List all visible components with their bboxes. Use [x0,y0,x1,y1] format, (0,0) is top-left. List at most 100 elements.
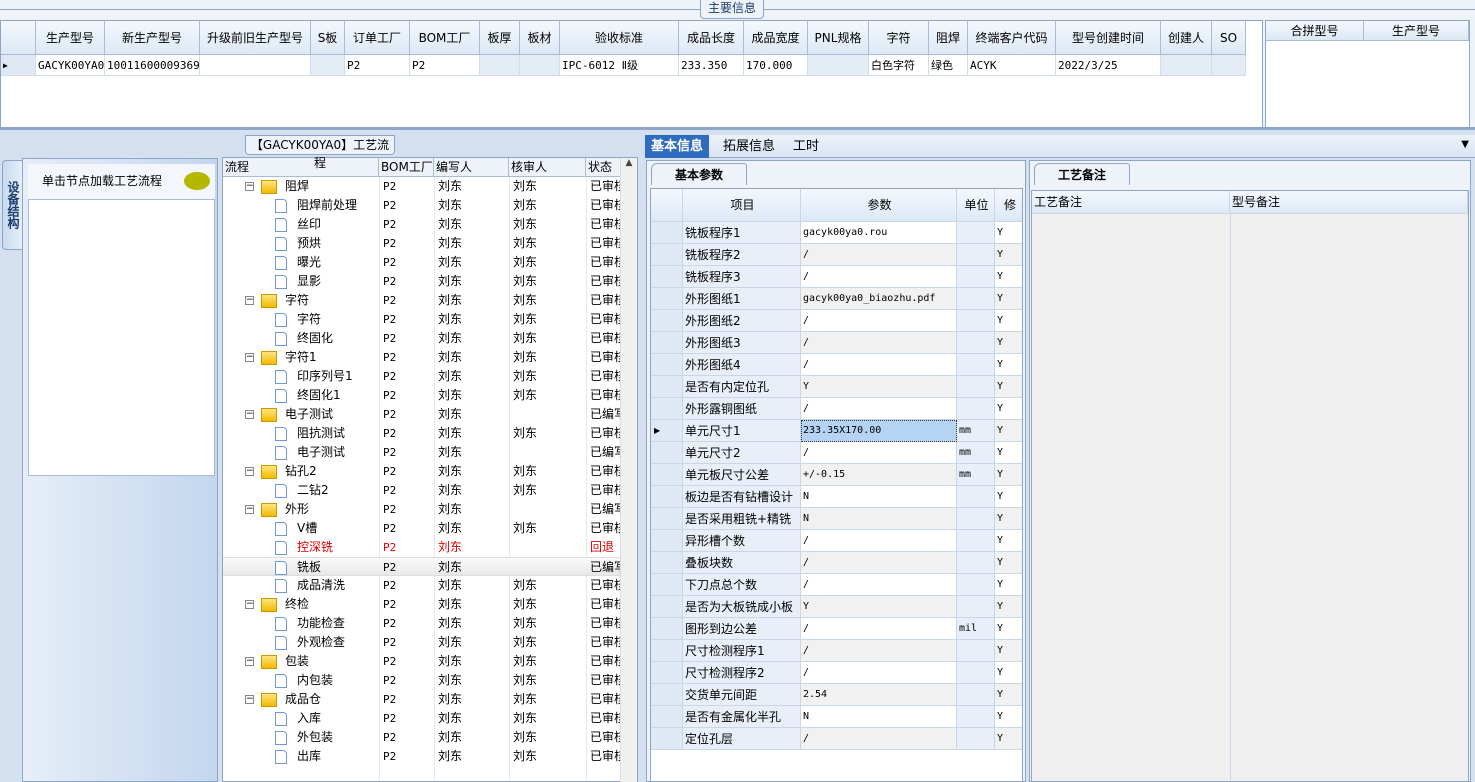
tree-row[interactable]: 二钻2 P2 刘东 刘东 已审核 [223,481,621,500]
tree-row[interactable]: 外包装 P2 刘东 刘东 已审核 [223,728,621,747]
column-header[interactable]: PNL规格 [808,21,869,55]
row-selector[interactable] [651,332,683,354]
tree-row[interactable]: 控深铣 P2 刘东 回退 [223,538,621,557]
param-value[interactable]: / [801,552,957,574]
row-selector[interactable] [651,354,683,376]
collapse-icon[interactable]: − [245,656,254,666]
row-selector[interactable] [651,398,683,420]
row-selector-icon[interactable]: ▶ [1,55,36,76]
collapse-icon[interactable]: − [245,295,254,305]
param-value[interactable]: / [801,244,957,266]
tab-device-structure[interactable]: 设备结构 [2,160,22,250]
process-name[interactable]: 曝光 [297,255,322,269]
column-header[interactable]: 验收标准 [560,21,679,55]
param-value[interactable]: Y [801,376,957,398]
column-header[interactable]: 生产型号 [36,21,105,55]
process-name[interactable]: 终固化1 [297,388,341,402]
column-header[interactable]: 升级前旧生产型号 [200,21,311,55]
process-name[interactable]: 终固化 [297,331,334,345]
cell[interactable] [808,55,869,76]
row-selector[interactable] [651,684,683,706]
param-value[interactable]: gacyk00ya0_biaozhu.pdf [801,288,957,310]
tree-row[interactable]: 外观检查 P2 刘东 刘东 已审核 [223,633,621,652]
process-name[interactable]: 字符 [297,312,322,326]
tree-row[interactable]: 阻抗测试 P2 刘东 刘东 已审核 [223,424,621,443]
scroll-up-icon[interactable]: ▲ [625,158,633,168]
row-selector[interactable] [651,244,683,266]
process-name[interactable]: 钻孔2 [285,464,317,478]
process-name[interactable]: 显影 [297,274,322,288]
tree-row[interactable]: − 成品仓 P2 刘东 刘东 已审核 [223,690,621,709]
column-header[interactable]: 板厚 [480,21,520,55]
tree-row[interactable]: − 外形 P2 刘东 已编写 [223,500,621,519]
params-grid[interactable]: 项目 参数 单位修铣板程序1 gacyk00ya0.rou Y 铣板程序2/Y 铣板程序3/… [650,188,1023,782]
column-header[interactable]: BOM工厂 [410,21,480,55]
tree-row[interactable]: − 字符 P2 刘东 刘东 已审核 [223,291,621,310]
column-header[interactable]: 单位 [957,189,995,222]
tree-row[interactable]: 字符 P2 刘东 刘东 已审核 [223,310,621,329]
column-header[interactable]: 新生产型号 [105,21,200,55]
process-name[interactable]: 丝印 [297,217,322,231]
param-value[interactable]: / [801,618,957,640]
process-name[interactable]: 成品清洗 [297,578,346,592]
process-name[interactable]: 预烘 [297,236,322,250]
collapse-icon[interactable]: − [245,466,254,476]
tree-row[interactable]: 阻焊前处理 P2 刘东 刘东 已审核 [223,196,621,215]
process-name[interactable]: 入库 [297,711,322,725]
param-value[interactable]: 2.54 [801,684,957,706]
param-value[interactable]: / [801,530,957,552]
tab-extended-info[interactable]: 拓展信息 [723,139,776,154]
cell[interactable]: 2022/3/25 [1056,55,1161,76]
cell[interactable] [200,55,311,76]
cell[interactable]: P2 [410,55,480,76]
param-value[interactable]: +/-0.15 [801,464,957,486]
collapse-icon[interactable]: − [245,599,254,609]
tree-row[interactable]: − 钻孔2 P2 刘东 刘东 已审核 [223,462,621,481]
tree-row[interactable]: 内包装 P2 刘东 刘东 已审核 [223,671,621,690]
process-name[interactable]: 电子测试 [285,407,334,421]
column-header[interactable]: 成品宽度 [744,21,808,55]
param-value[interactable]: / [801,310,957,332]
param-value[interactable]: N [801,486,957,508]
tree-row[interactable]: − 终检 P2 刘东 刘东 已审核 [223,595,621,614]
column-header[interactable]: 终端客户代码 [968,21,1056,55]
row-selector[interactable] [651,728,683,750]
tab-work-hours[interactable]: 工时 [793,139,820,154]
process-name[interactable]: 印序列号1 [297,369,353,383]
param-value[interactable]: Y [801,596,957,618]
process-name[interactable]: 字符 [285,293,310,307]
row-selector[interactable] [651,640,683,662]
param-value[interactable]: / [801,640,957,662]
row-selector[interactable] [651,662,683,684]
column-header[interactable]: 核审人 [509,158,586,177]
process-name[interactable]: 成品仓 [285,692,322,706]
collapse-icon[interactable]: − [245,181,254,191]
row-selector[interactable] [651,310,683,332]
process-name[interactable]: 包装 [285,654,310,668]
cell[interactable] [520,55,560,76]
param-value[interactable]: / [801,398,957,420]
param-value[interactable]: / [801,266,957,288]
process-tree-grid[interactable]: 流程BOM工厂编写人核审人状态−阻焊P2刘东刘东已审核阻焊前处理P2刘东刘东已审… [222,157,638,782]
row-selector[interactable] [651,376,683,398]
param-value[interactable]: 233.35X170.00 [801,420,957,442]
row-selector[interactable] [651,486,683,508]
notes-grid[interactable]: 工艺备注 型号备注 [1031,190,1469,782]
row-selector[interactable] [651,552,683,574]
tree-row[interactable]: 出库 P2 刘东 刘东 已审核 [223,747,621,766]
tree-row[interactable]: 终固化1 P2 刘东 刘东 已审核 [223,386,621,405]
tree-row[interactable]: 印序列号1 P2 刘东 刘东 已审核 [223,367,621,386]
cell[interactable] [1212,55,1246,76]
tree-row[interactable]: 终固化 P2 刘东 刘东 已审核 [223,329,621,348]
merge-model-grid[interactable]: 合拼型号 生产型号 [1265,20,1470,128]
process-name[interactable]: 终检 [285,597,310,611]
cell[interactable]: 10011600009369 [105,55,200,76]
param-value[interactable]: / [801,574,957,596]
tree-row[interactable]: 铣板 P2 刘东 已编写 [223,557,621,576]
process-name[interactable]: 阻焊 [285,179,310,193]
row-selector[interactable] [651,464,683,486]
tree-row[interactable]: 电子测试 P2 刘东 已编写 [223,443,621,462]
row-selector[interactable] [651,288,683,310]
column-header[interactable]: SO [1212,21,1246,55]
column-header[interactable]: 型号创建时间 [1056,21,1161,55]
